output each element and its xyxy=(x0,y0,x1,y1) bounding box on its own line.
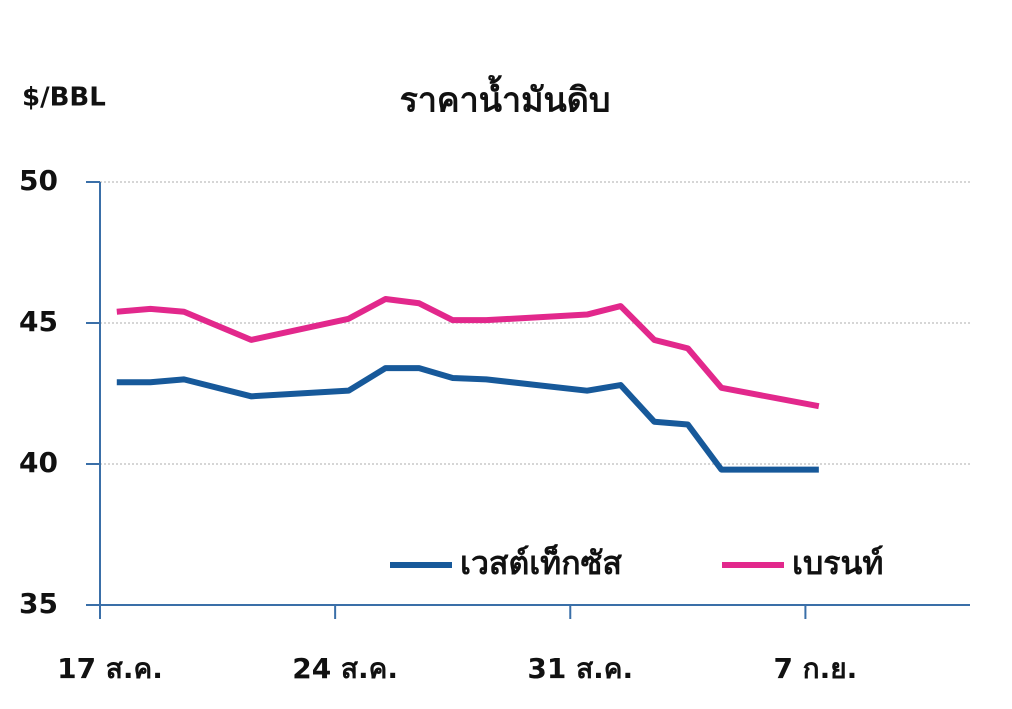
chart-title: ราคาน้ำมันดิบ xyxy=(400,75,611,121)
x-tick-label: 17 ส.ค. xyxy=(57,652,163,685)
y-tick-label: 50 xyxy=(19,164,58,197)
x-tick-label: 31 ส.ค. xyxy=(527,652,633,685)
legend-label: เบรนท์ xyxy=(792,544,883,582)
y-tick-label: 40 xyxy=(19,446,58,479)
y-tick-label: 35 xyxy=(19,587,58,620)
legend-label: เวสต์เท็กซัส xyxy=(460,543,622,582)
x-tick-label: 24 ส.ค. xyxy=(292,652,398,685)
series-line xyxy=(116,296,820,410)
x-tick-label: 7 ก.ย. xyxy=(773,652,857,685)
series-line xyxy=(116,365,819,473)
y-tick-label: 45 xyxy=(19,305,58,338)
y-axis-label: $/BBL xyxy=(22,83,106,113)
